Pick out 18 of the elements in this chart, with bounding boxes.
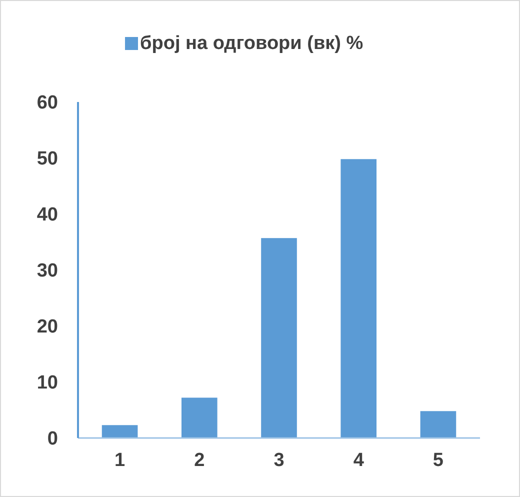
y-tick-label: 40 xyxy=(36,204,58,226)
legend-label: број на одговори (вк) % xyxy=(140,33,364,54)
y-tick-label: 20 xyxy=(36,316,58,338)
x-tick-label: 1 xyxy=(114,450,126,471)
y-tick-label: 0 xyxy=(47,428,58,450)
bar xyxy=(181,398,218,438)
bar xyxy=(420,411,456,438)
x-tick-label: 3 xyxy=(274,450,284,471)
y-tick-label: 30 xyxy=(36,260,58,282)
bar xyxy=(261,238,297,438)
x-tick-label: 4 xyxy=(353,450,364,471)
bar xyxy=(340,159,377,438)
x-tick-label: 2 xyxy=(194,450,205,471)
x-tick-label: 5 xyxy=(432,450,444,471)
y-tick-label: 10 xyxy=(36,372,58,394)
y-tick-label: 50 xyxy=(36,148,58,170)
bar xyxy=(102,425,138,438)
y-tick-label: 60 xyxy=(36,92,58,114)
